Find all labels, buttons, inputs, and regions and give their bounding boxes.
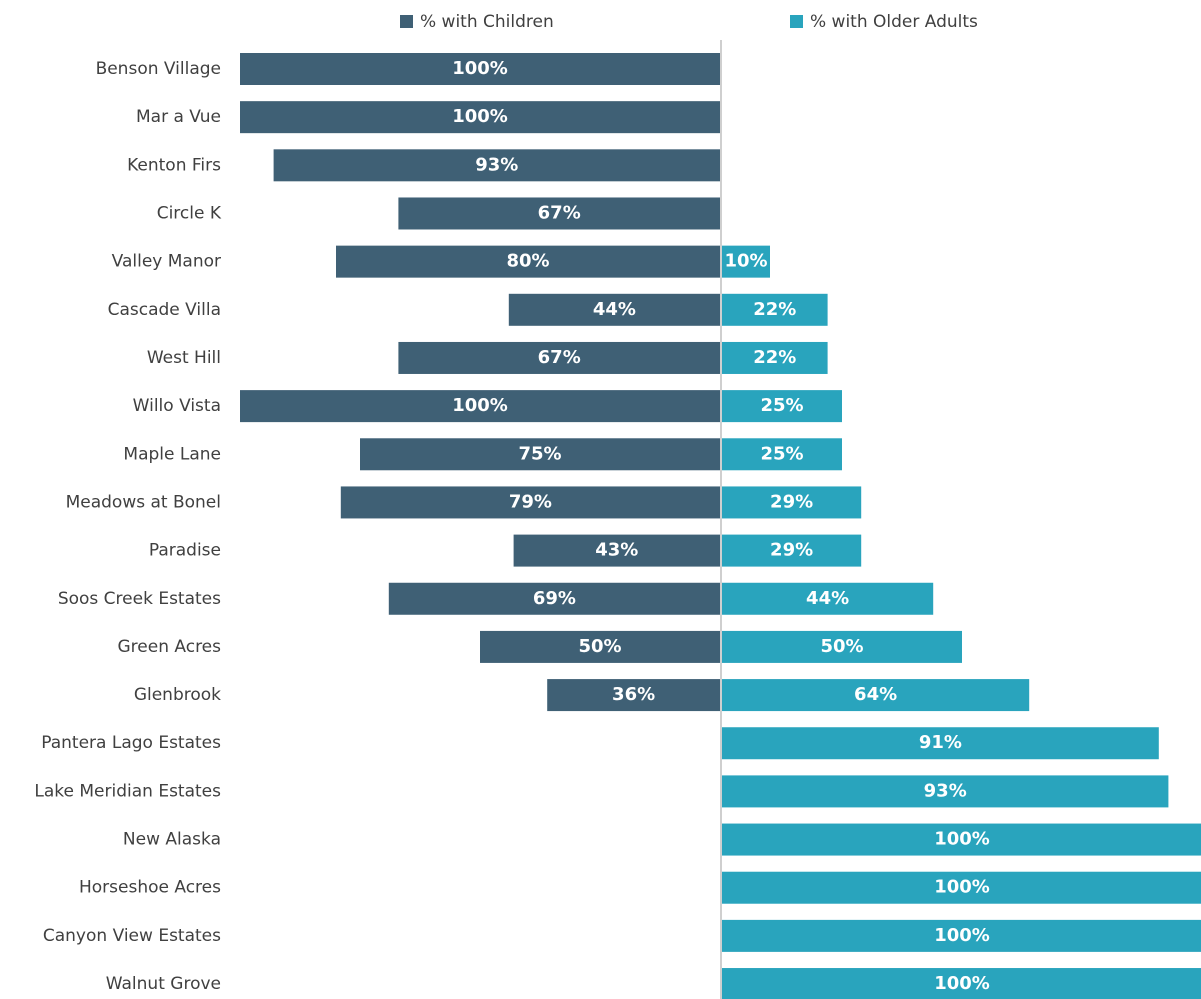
value-label: 44%: [806, 588, 849, 609]
bar: [722, 679, 1030, 712]
category-label: Horseshoe Acres: [79, 878, 221, 898]
category-label: Soos Creek Estates: [58, 589, 221, 609]
category-label: Paradise: [149, 541, 221, 561]
value-label: 29%: [770, 491, 813, 512]
category-label: Circle K: [157, 203, 222, 223]
bar: [513, 534, 720, 567]
bar: [508, 293, 720, 326]
value-label: 100%: [452, 106, 508, 127]
bar: [722, 630, 962, 663]
category-label: Green Acres: [118, 637, 222, 657]
category-label: Maple Lane: [123, 444, 221, 464]
value-label: 100%: [934, 973, 990, 994]
value-label: 64%: [854, 684, 897, 705]
value-label: 36%: [612, 684, 655, 705]
value-label: 93%: [475, 154, 518, 175]
value-label: 100%: [934, 829, 990, 850]
category-label: Meadows at Bonel: [66, 492, 221, 512]
value-label: 69%: [533, 588, 576, 609]
value-label: 80%: [506, 251, 549, 272]
bar: [240, 53, 720, 85]
value-label: 29%: [770, 540, 813, 561]
value-label: 67%: [538, 347, 581, 368]
value-label: 100%: [452, 58, 508, 79]
category-label: Lake Meridian Estates: [34, 781, 221, 801]
bar: [273, 149, 720, 182]
bar: [336, 245, 720, 278]
bar: [480, 630, 720, 663]
value-label: 100%: [452, 395, 508, 416]
bar: [240, 390, 720, 423]
value-label: 93%: [924, 780, 967, 801]
value-label: 22%: [753, 299, 796, 320]
value-label: 50%: [578, 636, 621, 657]
category-label: West Hill: [147, 348, 221, 368]
bar: [722, 245, 770, 278]
value-label: 75%: [518, 443, 561, 464]
bar: [398, 197, 720, 230]
bar: [340, 486, 720, 519]
category-label: Willo Vista: [133, 396, 221, 416]
bar: [722, 968, 1201, 999]
bar: [722, 582, 934, 615]
category-label: Benson Village: [96, 59, 221, 79]
bar: [722, 823, 1201, 856]
category-label: Glenbrook: [134, 685, 221, 705]
bar: [398, 341, 720, 374]
value-label: 100%: [934, 877, 990, 898]
category-label: Canyon View Estates: [43, 926, 221, 946]
value-label: 25%: [760, 395, 803, 416]
value-label: 25%: [760, 443, 803, 464]
bar: [547, 679, 720, 712]
bar: [722, 341, 828, 374]
value-label: 10%: [724, 251, 767, 272]
bar: [240, 101, 720, 134]
legend-label: % with Older Adults: [810, 12, 978, 32]
bar: [722, 438, 842, 471]
value-label: 44%: [593, 299, 636, 320]
category-label: Pantera Lago Estates: [41, 733, 221, 753]
bar: [722, 919, 1201, 952]
legend-swatch: [400, 15, 413, 28]
value-label: 22%: [753, 347, 796, 368]
value-label: 67%: [538, 202, 581, 223]
bar: [722, 775, 1169, 808]
bar: [722, 486, 862, 519]
value-label: 43%: [595, 540, 638, 561]
bar: [360, 438, 720, 471]
bar: [722, 727, 1159, 760]
category-label: Walnut Grove: [106, 974, 221, 994]
legend-label: % with Children: [420, 12, 554, 32]
bar: [722, 390, 842, 423]
category-label: Valley Manor: [112, 252, 221, 272]
bar: [722, 534, 862, 567]
category-label: New Alaska: [123, 830, 221, 850]
legend-swatch: [790, 15, 803, 28]
category-label: Cascade Villa: [108, 300, 221, 320]
value-label: 91%: [919, 732, 962, 753]
category-label: Kenton Firs: [127, 155, 221, 175]
bar: [388, 582, 720, 615]
value-label: 79%: [509, 491, 552, 512]
bar: [722, 293, 828, 326]
category-label: Mar a Vue: [136, 107, 221, 127]
value-label: 50%: [820, 636, 863, 657]
bar: [722, 871, 1201, 904]
value-label: 100%: [934, 925, 990, 946]
